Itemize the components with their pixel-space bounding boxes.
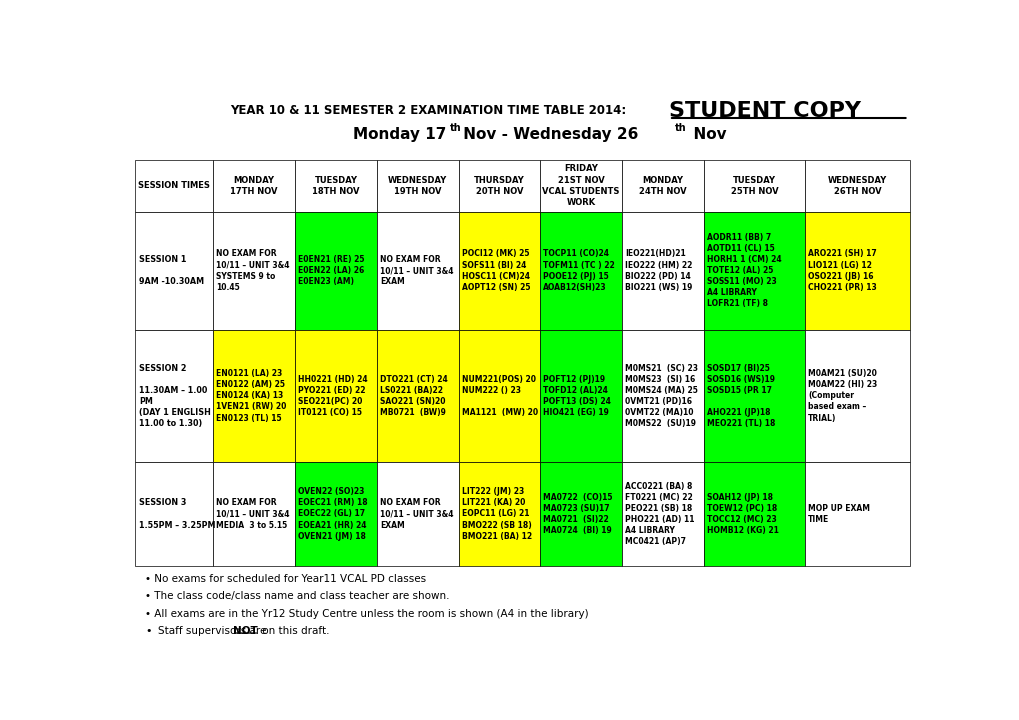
Text: AODR11 (BB) 7
AOTD11 (CL) 15
HORH1 1 (CM) 24
TOTE12 (AL) 25
SOSS11 (MO) 23
A4 LI: AODR11 (BB) 7 AOTD11 (CL) 15 HORH1 1 (CM…: [706, 233, 781, 308]
Text: •: •: [145, 626, 151, 636]
Bar: [540, 330, 622, 462]
Bar: [294, 462, 376, 566]
Text: M0AM21 (SU)20
M0AM22 (HI) 23
(Computer
based exam –
TRIAL): M0AM21 (SU)20 M0AM22 (HI) 23 (Computer b…: [807, 369, 876, 423]
Bar: [294, 160, 376, 212]
Text: NO EXAM FOR
10/11 – UNIT 3&4
EXAM: NO EXAM FOR 10/11 – UNIT 3&4 EXAM: [379, 255, 453, 287]
Text: ACC0221 (BA) 8
FT0221 (MC) 22
PEO221 (SB) 18
PHO221 (AD) 11
A4 LIBRARY
MC0421 (A: ACC0221 (BA) 8 FT0221 (MC) 22 PEO221 (SB…: [625, 482, 694, 546]
Text: YEAR 10 & 11 SEMESTER 2 EXAMINATION TIME TABLE 2014:: YEAR 10 & 11 SEMESTER 2 EXAMINATION TIME…: [230, 104, 634, 117]
Bar: [294, 330, 376, 462]
Bar: [622, 160, 703, 212]
Text: TUESDAY
25TH NOV: TUESDAY 25TH NOV: [730, 176, 777, 196]
Text: POCI12 (MK) 25
SOFS11 (BI) 24
HOSC11 (CM)24
AOPT12 (SN) 25: POCI12 (MK) 25 SOFS11 (BI) 24 HOSC11 (CM…: [462, 249, 530, 292]
Text: SESSION TIMES: SESSION TIMES: [139, 181, 210, 190]
Bar: [213, 212, 294, 330]
Text: • The class code/class name and class teacher are shown.: • The class code/class name and class te…: [145, 591, 449, 601]
Text: th: th: [449, 123, 462, 133]
Text: TUESDAY
18TH NOV: TUESDAY 18TH NOV: [312, 176, 360, 196]
Bar: [136, 212, 213, 330]
Text: ARO221 (SH) 17
LIO121 (LG) 12
OSO221 (JB) 16
CHO221 (PR) 13: ARO221 (SH) 17 LIO121 (LG) 12 OSO221 (JB…: [807, 249, 876, 292]
Text: NUM221(POS) 20
NUM222 () 23

MA1121  (MW) 20: NUM221(POS) 20 NUM222 () 23 MA1121 (MW) …: [462, 374, 537, 417]
Text: Staff supervisors are: Staff supervisors are: [157, 626, 269, 636]
Bar: [294, 212, 376, 330]
Text: STUDENT COPY: STUDENT COPY: [668, 101, 860, 121]
Text: THURSDAY
20TH NOV: THURSDAY 20TH NOV: [474, 176, 524, 196]
Bar: [804, 160, 909, 212]
Text: MONDAY
24TH NOV: MONDAY 24TH NOV: [639, 176, 686, 196]
Text: NO EXAM FOR
10/11 – UNIT 3&4
EXAM: NO EXAM FOR 10/11 – UNIT 3&4 EXAM: [379, 498, 453, 530]
Bar: [459, 330, 540, 462]
Bar: [804, 462, 909, 566]
Text: DTO221 (CT) 24
LS0221 (BA)22
SAO221 (SN)20
MB0721  (BW)9: DTO221 (CT) 24 LS0221 (BA)22 SAO221 (SN)…: [379, 374, 447, 417]
Text: Nov - Wednesday 26: Nov - Wednesday 26: [458, 127, 638, 142]
Bar: [376, 462, 459, 566]
Text: • All exams are in the Yr12 Study Centre unless the room is shown (A4 in the lib: • All exams are in the Yr12 Study Centre…: [145, 608, 588, 618]
Bar: [804, 212, 909, 330]
Bar: [376, 330, 459, 462]
Text: • No exams for scheduled for Year11 VCAL PD classes: • No exams for scheduled for Year11 VCAL…: [145, 575, 426, 584]
Text: MA0722  (CO)15
MA0723 (SU)17
MA0721  (SI)22
MA0724  (BI) 19: MA0722 (CO)15 MA0723 (SU)17 MA0721 (SI)2…: [543, 492, 612, 535]
Bar: [703, 160, 804, 212]
Text: FRIDAY
21ST NOV
VCAL STUDENTS
WORK: FRIDAY 21ST NOV VCAL STUDENTS WORK: [542, 164, 620, 207]
Bar: [136, 330, 213, 462]
Text: SESSION 2

11.30AM – 1.00
PM
(DAY 1 ENGLISH
11.00 to 1.30): SESSION 2 11.30AM – 1.00 PM (DAY 1 ENGLI…: [140, 364, 211, 428]
Bar: [136, 160, 213, 212]
Bar: [136, 462, 213, 566]
Bar: [622, 212, 703, 330]
Text: NOT: NOT: [233, 626, 258, 636]
Text: EN0121 (LA) 23
EN0122 (AM) 25
EN0124 (KA) 13
1VEN21 (RW) 20
EN0123 (TL) 15: EN0121 (LA) 23 EN0122 (AM) 25 EN0124 (KA…: [216, 369, 286, 423]
Text: Nov: Nov: [683, 127, 727, 142]
Bar: [376, 212, 459, 330]
Bar: [622, 330, 703, 462]
Bar: [804, 330, 909, 462]
Text: SESSION 1

9AM -10.30AM: SESSION 1 9AM -10.30AM: [140, 255, 204, 287]
Bar: [459, 160, 540, 212]
Text: NO EXAM FOR
10/11 – UNIT 3&4
SYSTEMS 9 to
10.45: NO EXAM FOR 10/11 – UNIT 3&4 SYSTEMS 9 t…: [216, 249, 289, 292]
Bar: [540, 160, 622, 212]
Text: on this draft.: on this draft.: [259, 626, 329, 636]
Bar: [622, 462, 703, 566]
Text: NO EXAM FOR
10/11 – UNIT 3&4
MEDIA  3 to 5.15: NO EXAM FOR 10/11 – UNIT 3&4 MEDIA 3 to …: [216, 498, 289, 530]
Text: OVEN22 (SO)23
EOEC21 (RM) 18
EOEC22 (GL) 17
EOEA21 (HR) 24
OVEN21 (JM) 18: OVEN22 (SO)23 EOEC21 (RM) 18 EOEC22 (GL)…: [298, 487, 368, 541]
Bar: [213, 462, 294, 566]
Bar: [703, 330, 804, 462]
Text: WEDNESDAY
26TH NOV: WEDNESDAY 26TH NOV: [827, 176, 887, 196]
Text: MONDAY
17TH NOV: MONDAY 17TH NOV: [230, 176, 277, 196]
Text: E0EN21 (RE) 25
E0EN22 (LA) 26
E0EN23 (AM): E0EN21 (RE) 25 E0EN22 (LA) 26 E0EN23 (AM…: [298, 255, 365, 287]
Bar: [213, 160, 294, 212]
Text: M0MS21  (SC) 23
M0MS23  (SI) 16
M0MS24 (MA) 25
0VMT21 (PD)16
0VMT22 (MA)10
M0MS2: M0MS21 (SC) 23 M0MS23 (SI) 16 M0MS24 (MA…: [625, 364, 697, 428]
Text: Monday 17: Monday 17: [353, 127, 445, 142]
Text: LIT222 (JM) 23
LIT221 (KA) 20
EOPC11 (LG) 21
BMO222 (SB 18)
BMO221 (BA) 12: LIT222 (JM) 23 LIT221 (KA) 20 EOPC11 (LG…: [462, 487, 531, 541]
Bar: [459, 462, 540, 566]
Text: MOP UP EXAM
TIME: MOP UP EXAM TIME: [807, 504, 869, 524]
Bar: [540, 462, 622, 566]
Bar: [459, 212, 540, 330]
Text: HH0221 (HD) 24
PYO221 (ED) 22
SEO221(PC) 20
IT0121 (CO) 15: HH0221 (HD) 24 PYO221 (ED) 22 SEO221(PC)…: [298, 374, 368, 417]
Text: TOCP11 (CO)24
TOFM11 (TC ) 22
POOE12 (PJ) 15
AOAB12(SH)23: TOCP11 (CO)24 TOFM11 (TC ) 22 POOE12 (PJ…: [543, 249, 614, 292]
Text: POFT12 (PJ)19
TOFD12 (AL)24
POFT13 (DS) 24
HIO421 (EG) 19: POFT12 (PJ)19 TOFD12 (AL)24 POFT13 (DS) …: [543, 374, 610, 417]
Bar: [213, 330, 294, 462]
Text: th: th: [675, 123, 686, 133]
Text: SESSION 3

1.55PM – 3.25PM: SESSION 3 1.55PM – 3.25PM: [140, 498, 216, 530]
Bar: [376, 160, 459, 212]
Text: IEO221(HD)21
IEO222 (HM) 22
BIO222 (PD) 14
BIO221 (WS) 19: IEO221(HD)21 IEO222 (HM) 22 BIO222 (PD) …: [625, 249, 692, 292]
Bar: [703, 462, 804, 566]
Bar: [703, 212, 804, 330]
Text: SOAH12 (JP) 18
TOEW12 (PC) 18
TOCC12 (MC) 23
HOMB12 (KG) 21: SOAH12 (JP) 18 TOEW12 (PC) 18 TOCC12 (MC…: [706, 492, 779, 535]
Text: WEDNESDAY
19TH NOV: WEDNESDAY 19TH NOV: [387, 176, 446, 196]
Bar: [540, 212, 622, 330]
Text: SOSD17 (BI)25
SOSD16 (WS)19
SOSD15 (PR 17

AHO221 (JP)18
MEO221 (TL) 18: SOSD17 (BI)25 SOSD16 (WS)19 SOSD15 (PR 1…: [706, 364, 774, 428]
